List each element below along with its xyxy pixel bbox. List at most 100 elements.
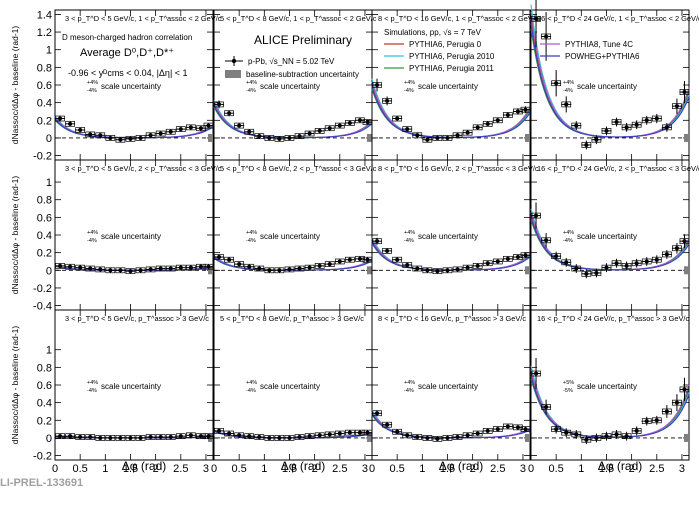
- data-point: [574, 123, 579, 128]
- data-syst-box: [355, 255, 365, 262]
- data-point: [277, 435, 282, 440]
- data-syst-box: [571, 431, 582, 438]
- data-syst-box: [145, 132, 156, 139]
- data-syst-box: [492, 258, 503, 265]
- data-point: [554, 254, 559, 259]
- data-point: [138, 135, 143, 140]
- model-curve-powheg_pythia6: [530, 217, 690, 271]
- y-tick-label: 0.2: [37, 248, 52, 260]
- data-syst-box: [672, 399, 682, 406]
- data-point: [644, 259, 649, 264]
- data-point: [405, 127, 410, 132]
- data-point: [544, 405, 549, 410]
- legend-label-pythia6_perugia0: PYTHIA6, Perugia 0: [409, 40, 482, 49]
- data-syst-box: [186, 124, 196, 131]
- data-point: [68, 434, 73, 439]
- data-syst-box: [482, 428, 493, 434]
- data-point: [337, 259, 342, 264]
- data-syst-box: [392, 428, 403, 435]
- model-curve-pythia6_perugia2011: [530, 219, 690, 271]
- data-syst-box: [382, 98, 392, 104]
- model-curve-pythia6_perugia2011: [371, 89, 531, 138]
- data-point: [267, 135, 272, 140]
- data-syst-box: [294, 133, 305, 140]
- data-syst-box: [244, 263, 255, 270]
- data-point: [485, 261, 490, 266]
- panel-label: 8 < p_T^D < 16 GeV/c, p_T^assoc > 3 GeV/…: [378, 314, 526, 323]
- data-syst-box: [531, 370, 541, 377]
- data-point: [118, 268, 123, 273]
- data-syst-box: [165, 265, 176, 272]
- data-syst-box: [672, 245, 682, 252]
- data-syst-box: [274, 267, 285, 274]
- data-point: [664, 252, 669, 257]
- scale-minus: -4%: [87, 388, 97, 394]
- data-point: [178, 127, 183, 132]
- scale-minus: -4%: [563, 88, 573, 94]
- data-syst-box: [284, 266, 295, 273]
- data-point: [327, 432, 332, 437]
- x-tick-label: 2.5: [649, 463, 664, 475]
- data-point: [247, 129, 252, 134]
- y-tick-label: 0.2: [37, 415, 52, 427]
- data-point: [98, 267, 103, 272]
- data-syst-box: [95, 132, 106, 139]
- data-point: [415, 435, 420, 440]
- data-point: [594, 435, 599, 440]
- y-tick-label: 1.2: [37, 27, 52, 39]
- data-point: [682, 90, 687, 95]
- y-axis-label-text: dNassoc/dΔφ - baseline (rad-1): [10, 326, 20, 445]
- data-point: [395, 116, 400, 121]
- data-point: [128, 136, 133, 141]
- data-syst-box: [334, 122, 345, 129]
- data-point: [148, 133, 153, 138]
- data-point: [654, 418, 659, 423]
- data-point: [574, 432, 579, 437]
- data-syst-box: [115, 267, 126, 274]
- data-point: [78, 265, 83, 270]
- panel-5: 5 < p_T^D < 8 GeV/c, 2 < p_T^assoc < 3 G…: [213, 159, 377, 311]
- data-syst-box: [254, 265, 265, 272]
- data-syst-box: [345, 256, 355, 263]
- data-point: [594, 137, 599, 142]
- data-syst-box: [651, 256, 662, 263]
- scale-minus: -4%: [87, 238, 97, 244]
- y-tick-label: 1: [46, 45, 52, 57]
- baseline-uncertainty-box: [367, 133, 372, 142]
- data-syst-box: [462, 264, 473, 271]
- model-curve-pythia8_tune4c: [213, 102, 373, 139]
- y-tick-label: -0.4: [33, 301, 52, 313]
- data-syst-box: [482, 260, 493, 267]
- data-syst-box: [224, 430, 234, 437]
- data-point: [188, 433, 193, 438]
- data-point: [297, 134, 302, 139]
- data-syst-box: [531, 212, 541, 219]
- data-syst-box: [679, 238, 690, 245]
- data-point: [237, 433, 242, 438]
- data-point: [395, 257, 400, 262]
- model-curve-pythia8_tune4c: [371, 239, 531, 271]
- data-syst-box: [244, 128, 255, 135]
- x-tick-label: 3: [520, 463, 526, 475]
- data-syst-box: [591, 435, 602, 441]
- model-curve-pythia6_perugia2010: [371, 237, 531, 271]
- data-syst-box: [651, 417, 662, 424]
- legend-band-label: baseline-subtraction uncertainty: [246, 70, 359, 79]
- legend-band-swatch: [225, 70, 241, 78]
- data-point: [564, 260, 569, 265]
- panel-10: 0 0.5 1 1.5 2 2.5 3 8 < p_T^D < 16 GeV/c, p_T^a…: [369, 309, 531, 475]
- data-point: [257, 266, 262, 271]
- scale-uncertainty-label: scale uncertainty: [418, 382, 478, 391]
- data-syst-box: [145, 266, 156, 273]
- legend-data-label: p-Pb, √s_NN = 5.02 TeV: [248, 57, 335, 66]
- data-syst-box: [392, 115, 403, 122]
- data-syst-box: [641, 418, 652, 425]
- legend-label-pythia6_perugia2011: PYTHIA6, Perugia 2011: [409, 64, 494, 73]
- x-tick-label: 2: [312, 463, 318, 475]
- legend-overlay: D meson-charged hadron correlation Averag…: [0, 26, 642, 489]
- data-syst-box: [234, 261, 245, 267]
- panel-7: 16 < p_T^D < 24 GeV/c, 2 < p_T^assoc < 3…: [530, 159, 699, 311]
- y-tick-label: 0.6: [37, 80, 52, 92]
- data-syst-box: [135, 135, 146, 141]
- data-point: [217, 102, 222, 107]
